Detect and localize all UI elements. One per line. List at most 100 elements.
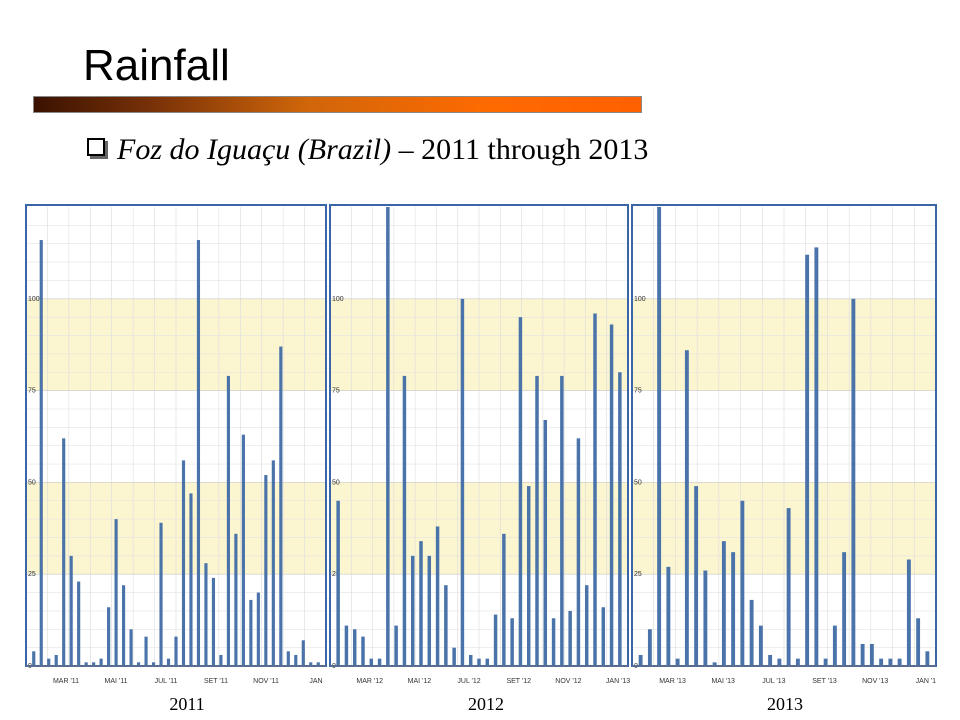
bar [851,298,856,666]
bar [758,625,763,666]
bar [721,541,726,666]
bar [740,500,745,666]
bar [777,658,782,666]
bar [99,658,103,666]
x-tick-label: MAR '12 [356,678,383,685]
bar [249,599,253,666]
x-tick-label: MAR '11 [53,678,79,685]
x-tick-label: JAN '13 [606,678,630,685]
bar [675,658,680,666]
bar [336,500,340,666]
y-tick-label: 25 [634,571,642,578]
bar [694,486,699,666]
bar [419,541,423,666]
y-tick-label: 25 [28,571,36,578]
bar [32,651,36,666]
x-tick-label: NOV '12 [555,678,581,685]
bar [144,636,148,666]
bar [493,614,498,666]
bar [593,313,597,666]
y-tick-label: 50 [634,479,642,486]
bar [749,599,754,666]
bar [452,647,456,666]
bar [560,375,564,666]
y-tick-label: 100 [634,296,646,303]
x-tick-label: MAI '13 [711,678,735,685]
bar [427,555,432,666]
bar [814,247,819,666]
bar [92,662,96,666]
bar [906,559,911,666]
bar [241,434,245,666]
bar [226,375,230,666]
bar [166,658,171,666]
bar [256,592,260,666]
bar [805,254,810,666]
bar [518,317,523,666]
x-tick-label: JUL '11 [155,678,178,685]
bar [294,654,298,666]
x-tick-label: MAR '13 [659,678,686,685]
bar [842,552,847,666]
bar [264,475,268,666]
bar [584,585,589,666]
bar [316,662,320,666]
bar [204,563,208,666]
bar [361,636,365,666]
bullet-line: Foz do Iguaçu (Brazil) – 2011 through 20… [87,130,648,170]
bar [460,298,465,666]
bar [122,585,126,666]
bar [69,555,73,666]
bar [394,625,398,666]
bar [916,618,921,666]
bar [601,607,606,666]
bar [832,625,837,666]
bar [609,324,614,666]
bar [219,654,223,666]
x-tick-label: NOV '13 [862,678,888,685]
bar [301,640,305,666]
bar [114,519,118,666]
bullet-years: – 2011 through 2013 [391,133,649,166]
bar [181,460,186,666]
year-label: 2013 [767,694,803,714]
bar [477,658,481,666]
bar [684,350,689,666]
year-label: 2012 [468,694,504,714]
bar [47,658,51,666]
bar [879,658,884,666]
bar [62,438,66,666]
bar [39,240,43,666]
y-tick-label: 100 [332,296,344,303]
bar [309,662,313,666]
x-tick-label: SET '11 [204,678,228,685]
bar [888,658,893,666]
bar [510,618,514,666]
bar [485,658,490,666]
bar [638,654,643,666]
bar [211,577,216,666]
bar [576,438,581,666]
bar [377,658,382,666]
bar [526,486,531,666]
y-tick-label: 50 [332,479,340,486]
bar [618,372,622,666]
y-tick-label: 25 [332,571,340,578]
bar [712,662,717,666]
title-gradient-bar [33,96,642,113]
x-tick-label: MAI '11 [105,678,128,685]
slide-title: Rainfall [83,41,230,90]
bullet-location: Foz do Iguaçu (Brazil) [117,133,392,166]
x-tick-label: SET '13 [812,678,837,685]
bar [869,643,874,666]
bar [535,375,539,666]
x-tick-label: JUL '12 [457,678,480,685]
x-tick-label: JAN '1 [916,678,937,685]
bar [174,636,178,666]
bar [402,375,407,666]
bar [84,662,88,666]
bar [543,419,548,666]
